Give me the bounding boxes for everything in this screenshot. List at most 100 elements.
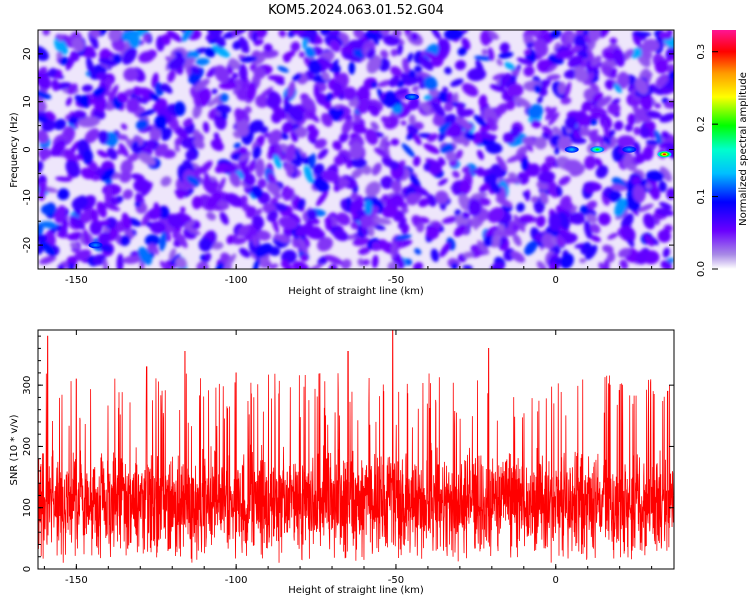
heatmap-cell [431, 101, 446, 117]
heatmap-cell [643, 213, 656, 230]
heatmap-cell [645, 139, 660, 145]
heatmap-cell [390, 48, 398, 57]
heatmap-cell [290, 132, 299, 143]
heatmap-cell [382, 34, 400, 46]
heatmap-cell [414, 248, 422, 255]
heatmap-cell [499, 75, 507, 89]
heatmap-cell [398, 217, 407, 229]
heatmap-cell [405, 192, 420, 206]
heatmap-cell [50, 139, 66, 157]
heatmap-cell [513, 214, 526, 233]
heatmap-cell [238, 146, 248, 156]
heatmap-cell [158, 84, 173, 93]
heatmap-cell [564, 81, 572, 99]
heatmap-cell [559, 230, 572, 242]
heatmap-cell [434, 190, 449, 205]
heatmap-cell [329, 39, 341, 53]
heatmap-cell [516, 202, 525, 213]
heatmap-cell [153, 202, 161, 219]
heatmap-cell [590, 235, 601, 243]
heatmap-cell [184, 220, 196, 229]
heatmap-cell [548, 212, 562, 232]
heatmap-cell [560, 253, 574, 269]
heatmap-cell [462, 137, 471, 147]
heatmap-cell [244, 105, 252, 114]
heatmap-cell [154, 143, 169, 157]
heatmap-cell [80, 167, 94, 180]
heatmap-cell [358, 246, 371, 255]
heatmap-cell [644, 234, 654, 247]
heatmap-cell [503, 132, 515, 144]
heatmap-cell [118, 142, 129, 158]
heatmap-cell [252, 258, 260, 269]
heatmap-cell [161, 34, 171, 46]
heatmap-cell [46, 111, 56, 121]
snr-panel: -150 -100 -50 0 0 100 200 300 Height of straig… [9, 329, 675, 596]
heatmap-cell [518, 214, 534, 224]
heatmap-cell [432, 114, 445, 127]
heatmap-cell [246, 81, 257, 102]
heatmap-cell [321, 169, 340, 183]
heatmap-cell [541, 125, 553, 135]
heatmap-cell [591, 55, 602, 67]
heatmap-cell [291, 30, 305, 35]
heatmap-cell [506, 83, 524, 98]
heatmap-cell [533, 38, 549, 57]
heatmap-y-ticks: -20 -10 0 10 20 [22, 29, 674, 270]
heatmap-cell [174, 144, 180, 153]
heatmap-cell [69, 215, 86, 230]
heatmap-cell [251, 215, 265, 229]
heatmap-cell [523, 49, 531, 56]
heatmap-cell [430, 30, 442, 40]
heatmap-cell [65, 159, 81, 178]
heatmap-cell [408, 114, 416, 126]
heatmap-cell [390, 66, 403, 78]
heatmap-cell [273, 154, 282, 169]
heatmap-cell [304, 46, 316, 59]
heatmap-cell [370, 81, 378, 89]
heatmap-cell [589, 131, 600, 144]
heatmap-cell [345, 234, 357, 240]
heatmap-cell [287, 212, 301, 224]
heatmap-cell [486, 117, 496, 126]
heatmap-cell [619, 259, 629, 269]
x-tick-label: -100 [225, 275, 248, 286]
heatmap-cell [288, 105, 304, 122]
heatmap-hotspot [93, 244, 98, 247]
heatmap-cell [158, 205, 170, 220]
heatmap-cell [235, 119, 250, 137]
heatmap-cell [266, 182, 281, 195]
heatmap-cell [98, 57, 117, 67]
heatmap-cell [332, 82, 344, 96]
y-tick-label: 20 [22, 48, 33, 61]
heatmap-cell [192, 103, 202, 119]
heatmap-cell [604, 50, 615, 61]
heatmap-cell [491, 234, 501, 248]
heatmap-cell [215, 104, 232, 114]
heatmap-cell [255, 30, 266, 39]
heatmap-cell [607, 232, 619, 240]
heatmap-cell [612, 47, 625, 67]
heatmap-cell [38, 180, 47, 200]
heatmap-cell [666, 187, 674, 200]
heatmap-cell [228, 58, 241, 70]
heatmap-xlabel: Height of straight line (km) [288, 286, 424, 297]
heatmap-cell [498, 51, 514, 59]
heatmap-cell [204, 172, 212, 191]
y-tick-label: 100 [22, 498, 33, 517]
heatmap-cell [138, 108, 157, 118]
heatmap-cell [489, 84, 507, 93]
heatmap-cell [646, 110, 662, 119]
heatmap-cell [217, 177, 226, 193]
heatmap-cell [534, 233, 543, 242]
heatmap-cell [302, 223, 312, 231]
heatmap-cell [267, 75, 285, 81]
heatmap-cell [603, 258, 610, 269]
heatmap-cell [144, 234, 160, 247]
heatmap-cell [159, 231, 167, 252]
heatmap-cell [586, 213, 598, 224]
heatmap-cell [423, 143, 440, 154]
heatmap-cell [545, 106, 557, 121]
heatmap-cell [654, 59, 669, 74]
heatmap-cell [589, 118, 598, 126]
